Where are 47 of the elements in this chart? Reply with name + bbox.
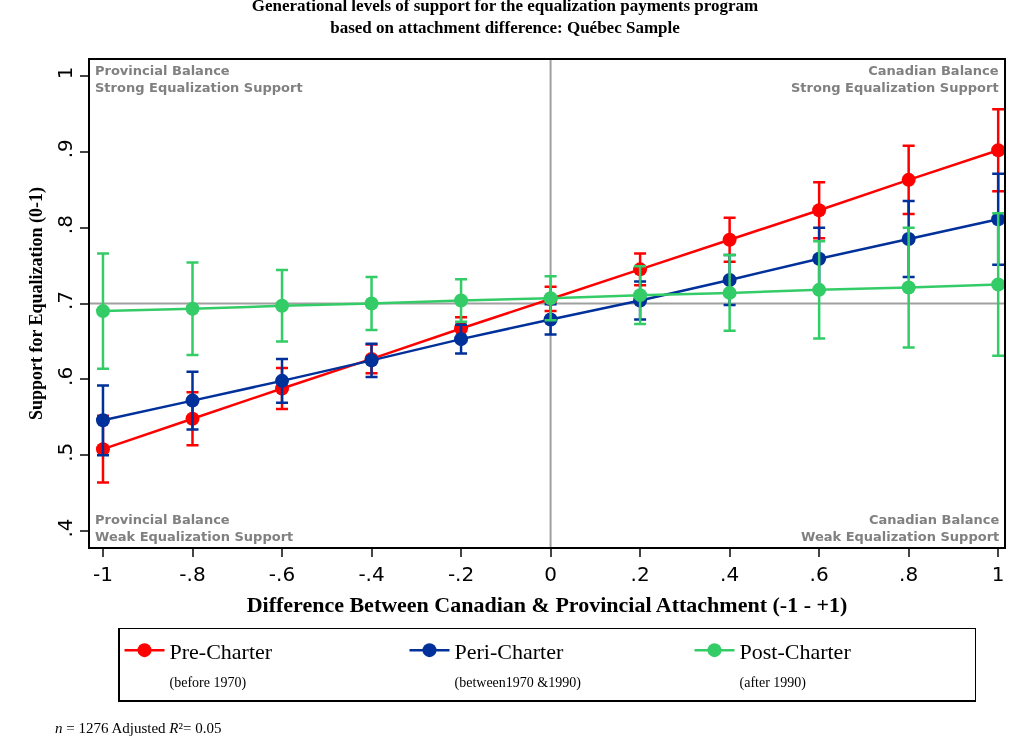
x-tick-label: .6: [809, 562, 829, 586]
annotation: Provincial Balance Strong Equalization Support: [95, 63, 303, 95]
x-tick-label: 1: [991, 562, 1005, 586]
point: [722, 285, 737, 300]
annotation: Provincial Balance Weak Equalization Support: [95, 512, 294, 544]
annotation: Canadian Balance Strong Equalization Support: [791, 63, 999, 95]
x-tick-label: -.2: [447, 562, 475, 586]
point: [185, 393, 200, 408]
y-tick-label: .4: [53, 518, 77, 538]
legend-label: Post-Charter (after 1990): [739, 638, 852, 692]
point: [364, 296, 379, 311]
x-tick-label: .8: [899, 562, 919, 586]
point: [454, 293, 469, 308]
point: [633, 288, 648, 303]
y-tick-label: .8: [53, 215, 77, 235]
legend-label: Peri-Charter (between1970 &1990): [454, 638, 582, 692]
x-tick-label: -.4: [358, 562, 385, 586]
annotation: Canadian Balance Weak Equalization Support: [801, 512, 1000, 544]
point: [275, 298, 290, 313]
x-tick-label: -.6: [268, 562, 296, 586]
y-axis-title: Support for Equalization (0-1): [25, 186, 47, 421]
chart-title: Generational levels of support for the equalization payments program based on attachment difference: Québec Sample: [251, 0, 759, 38]
point: [901, 280, 916, 295]
point: [991, 277, 1004, 292]
point: [812, 282, 827, 297]
point: [722, 232, 737, 247]
point: [991, 143, 1004, 158]
point: [901, 172, 916, 187]
x-tick-label: .4: [720, 562, 740, 586]
y-tick-label: 1: [53, 66, 77, 80]
y-tick-label: .6: [53, 366, 77, 386]
point: [812, 203, 827, 218]
x-axis-title: Difference Between Canadian & Provincial Attachment (-1 - +1): [246, 592, 848, 618]
point: [95, 413, 110, 428]
y-tick-label: .5: [53, 442, 77, 462]
legend-label: Pre-Charter (before 1970): [169, 638, 273, 692]
y-tick-label: .7: [53, 290, 77, 311]
point: [185, 301, 200, 316]
x-tick-label: -1: [93, 562, 113, 586]
x-tick-label: 0: [544, 562, 557, 586]
x-tick-label: .2: [630, 562, 650, 586]
point: [275, 373, 290, 388]
y-tick-label: .9: [53, 139, 77, 159]
point: [454, 332, 469, 347]
point: [95, 304, 110, 319]
x-tick-label: -.8: [179, 562, 206, 586]
text: n = 1276 Adjusted R²= 0.05: [55, 720, 222, 736]
